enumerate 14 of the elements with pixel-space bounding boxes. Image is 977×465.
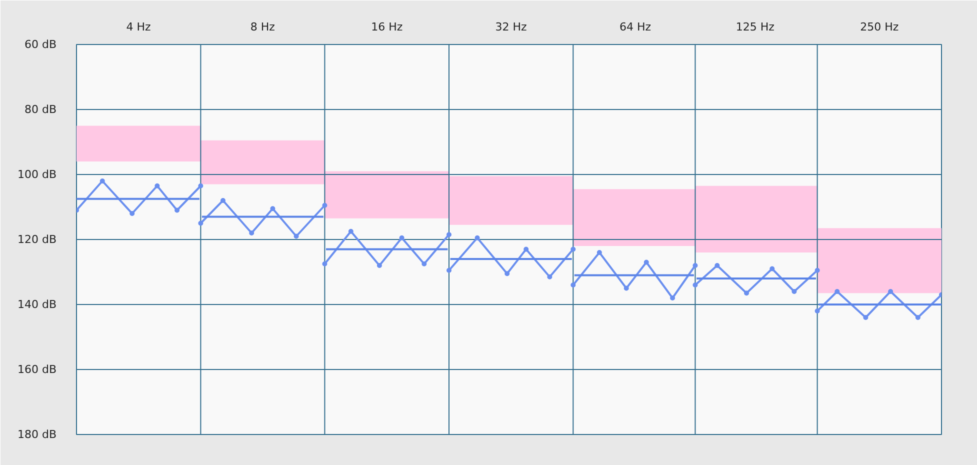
- y-tick-label: 160 dB: [17, 363, 57, 376]
- x-tick-label: 16 Hz: [371, 20, 403, 34]
- y-tick-label: 180 dB: [17, 428, 57, 441]
- y-tick-label: 120 dB: [17, 233, 57, 246]
- y-tick-label: 60 dB: [24, 38, 57, 51]
- x-tick-label: 125 Hz: [736, 20, 775, 34]
- x-tick-label: 8 Hz: [250, 20, 276, 34]
- x-tick-label: 250 Hz: [860, 20, 899, 34]
- y-tick-label: 140 dB: [17, 298, 57, 311]
- y-tick-label: 80 dB: [24, 103, 57, 116]
- x-tick-label: 32 Hz: [495, 20, 528, 34]
- x-tick-label: 64 Hz: [619, 20, 652, 34]
- x-tick-label: 4 Hz: [126, 20, 151, 34]
- y-tick-label: 100 dB: [17, 168, 57, 181]
